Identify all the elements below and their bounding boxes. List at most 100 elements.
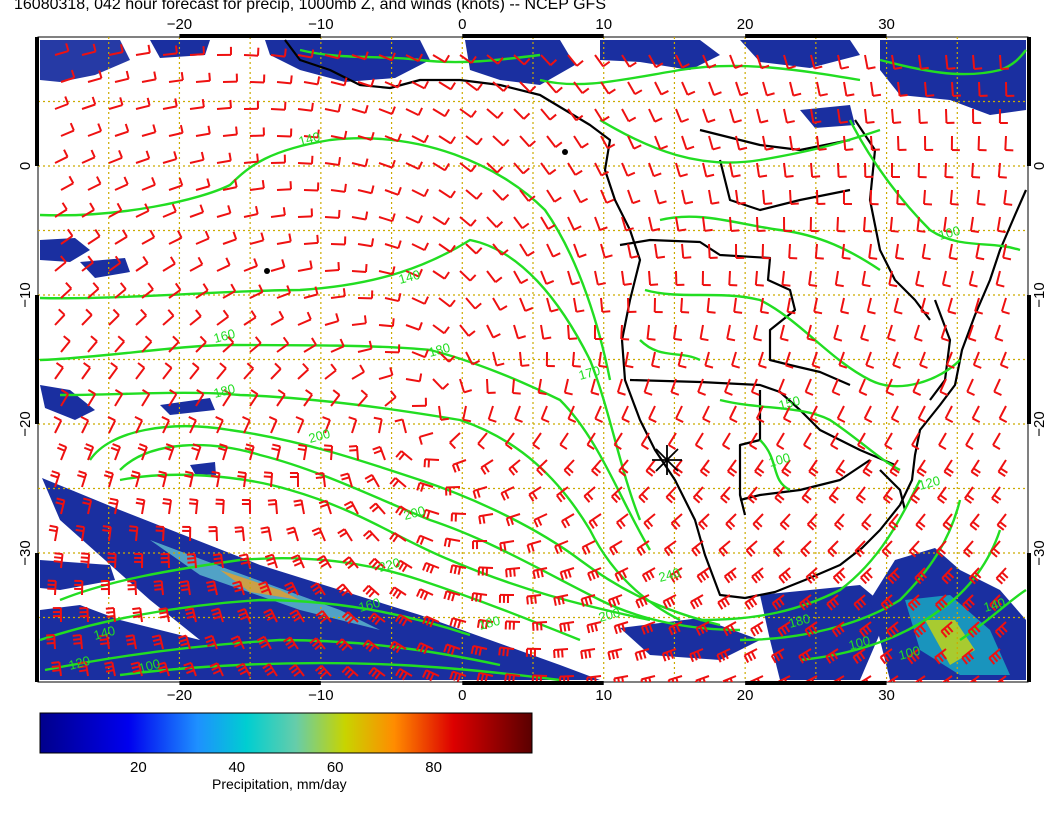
wind-barb	[162, 98, 178, 110]
wind-barb	[806, 324, 816, 342]
wind-barb	[781, 459, 792, 477]
wind-barb	[132, 607, 143, 623]
wind-barb	[389, 586, 407, 599]
wind-barb	[451, 459, 467, 473]
wind-barb	[60, 335, 71, 353]
wind-barb	[708, 135, 721, 151]
wind-barb	[670, 513, 683, 530]
wind-barb	[893, 297, 903, 315]
axis-bar-segment	[35, 553, 39, 682]
wind-barb	[912, 378, 922, 396]
wind-barb	[184, 470, 194, 488]
wind-barb	[888, 270, 898, 288]
wind-barb	[324, 262, 340, 272]
wind-barb	[834, 270, 844, 288]
wind-barb	[82, 497, 93, 515]
wind-barb	[675, 54, 690, 69]
wind-barb	[270, 154, 286, 164]
wind-barb	[72, 634, 83, 650]
wind-barb	[395, 450, 413, 461]
wind-barb	[627, 189, 641, 205]
contour-label: 140	[297, 129, 322, 149]
wind-barb	[79, 607, 89, 623]
wind-barb	[114, 70, 130, 83]
island-marker	[562, 149, 568, 155]
wind-barb	[210, 470, 221, 488]
lon-tick-label-bottom: 20	[737, 687, 754, 704]
wind-barb	[864, 162, 874, 178]
wind-barb	[695, 621, 710, 636]
wind-barb	[906, 648, 920, 665]
wind-barb	[107, 552, 117, 569]
lat-tick-label-right: −30	[1031, 540, 1048, 565]
contour-label: 160	[212, 326, 237, 346]
wind-barb	[222, 179, 238, 191]
wind-barb	[222, 73, 238, 83]
wind-barbs	[46, 43, 1015, 682]
wind-barb	[384, 133, 402, 143]
contour-label: 140	[92, 623, 117, 643]
wind-barb	[809, 405, 819, 423]
wind-barb	[465, 135, 483, 146]
wind-barb	[884, 432, 893, 450]
wind-barb	[691, 540, 704, 557]
wind-barb	[894, 243, 905, 261]
wind-barb	[134, 416, 144, 434]
wind-barb	[755, 405, 765, 423]
wind-barb	[567, 162, 583, 176]
wind-barb	[971, 162, 981, 179]
wind-barb	[303, 389, 313, 407]
wind-barb	[324, 209, 341, 219]
wind-barb	[607, 648, 623, 661]
wind-barb	[432, 162, 450, 172]
wind-barb	[880, 594, 894, 611]
wind-barb	[750, 621, 764, 637]
wind-barb	[395, 668, 413, 681]
wind-barb	[81, 202, 95, 218]
wind-barb	[389, 532, 407, 543]
wind-barb	[340, 472, 353, 488]
wind-barb	[1004, 135, 1014, 152]
wind-barb	[692, 486, 704, 504]
wind-barb	[697, 378, 706, 396]
wind-barb	[505, 567, 521, 578]
wind-barb	[492, 135, 510, 147]
wind-barb	[969, 216, 979, 234]
wind-barb	[998, 108, 1008, 125]
wind-barb	[168, 335, 180, 353]
wind-barb	[249, 232, 265, 245]
lon-tick-label-top: 0	[458, 16, 466, 33]
wind-barb	[168, 282, 182, 299]
wind-barb	[276, 285, 292, 299]
wind-barb	[913, 324, 923, 342]
wind-barb	[297, 443, 308, 461]
colorbar-tick-label: 80	[425, 759, 442, 776]
wind-barb	[991, 486, 1002, 504]
wind-barb	[141, 229, 156, 245]
wind-barb	[621, 405, 630, 423]
wind-barb	[917, 162, 927, 179]
wind-barb	[540, 270, 555, 285]
wind-barb	[351, 263, 368, 274]
wind-barb	[249, 389, 259, 407]
wind-barb	[405, 107, 423, 117]
wind-barb	[184, 607, 197, 623]
wind-barb	[336, 583, 353, 597]
wind-barb	[486, 270, 503, 283]
wind-barb	[717, 594, 731, 610]
wind-barb	[315, 472, 326, 488]
wind-barb	[563, 459, 575, 477]
wind-barb	[368, 557, 386, 571]
wind-barb	[997, 459, 1008, 477]
wind-barb	[168, 389, 178, 407]
wind-barb	[1000, 297, 1010, 315]
wind-barb	[290, 554, 305, 569]
wind-barb	[701, 405, 711, 423]
wind-barb	[189, 99, 205, 110]
wind-barb	[718, 540, 731, 557]
wind-barb	[675, 216, 687, 232]
wind-barb	[759, 297, 769, 315]
wind-barb	[962, 594, 975, 612]
wind-barb	[654, 189, 667, 205]
wind-barb	[944, 162, 954, 179]
